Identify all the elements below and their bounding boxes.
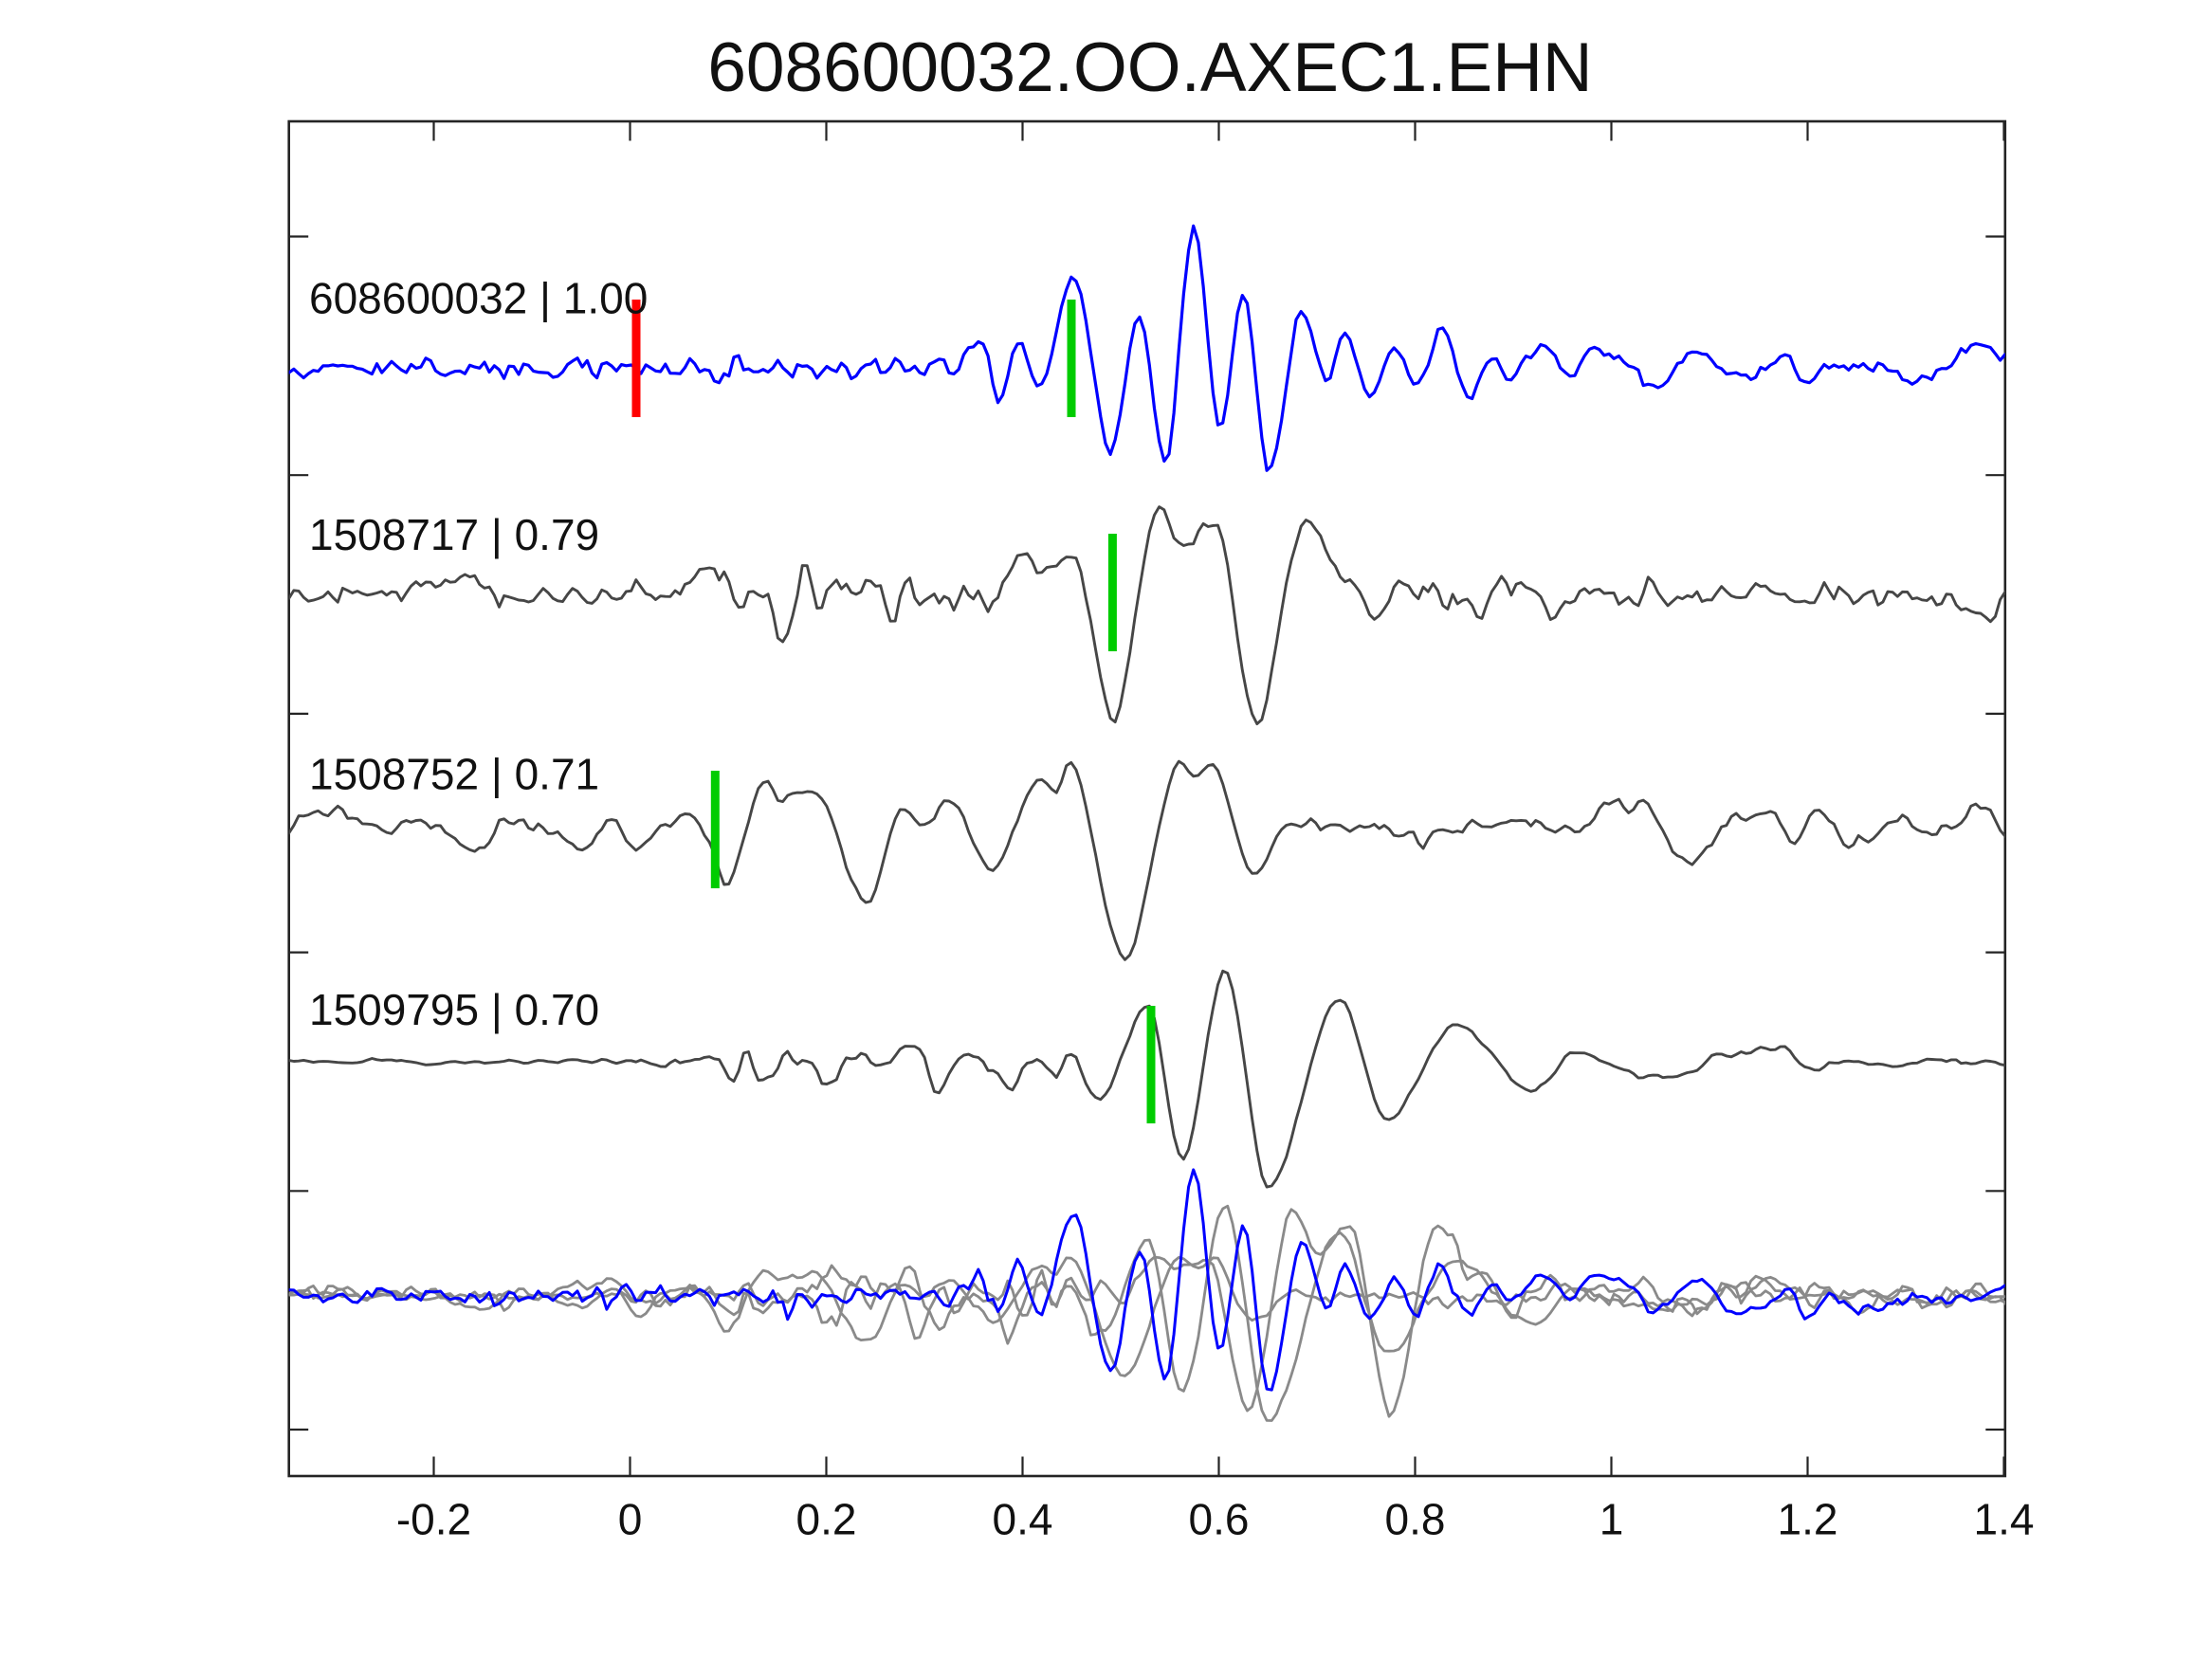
svg-text:0.4: 0.4 — [993, 1494, 1053, 1543]
svg-text:0.6: 0.6 — [1189, 1494, 1250, 1543]
svg-text:1508717 | 0.79: 1508717 | 0.79 — [309, 510, 599, 559]
svg-text:0: 0 — [618, 1494, 643, 1543]
svg-text:1.2: 1.2 — [1778, 1494, 1838, 1543]
svg-text:608600032.OO.AXEC1.EHN: 608600032.OO.AXEC1.EHN — [707, 29, 1592, 106]
svg-text:-0.2: -0.2 — [396, 1494, 471, 1543]
svg-text:0.8: 0.8 — [1385, 1494, 1446, 1543]
svg-text:608600032 | 1.00: 608600032 | 1.00 — [309, 274, 648, 323]
svg-text:1.4: 1.4 — [1974, 1494, 2035, 1543]
svg-text:1: 1 — [1600, 1494, 1624, 1543]
svg-text:1508752 | 0.71: 1508752 | 0.71 — [309, 750, 599, 799]
svg-text:1509795 | 0.70: 1509795 | 0.70 — [309, 985, 599, 1034]
svg-text:0.2: 0.2 — [796, 1494, 857, 1543]
